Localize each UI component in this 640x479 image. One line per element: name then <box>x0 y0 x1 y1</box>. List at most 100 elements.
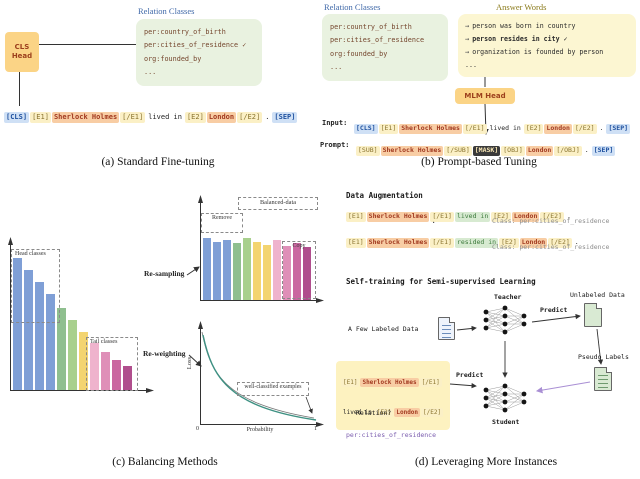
axis-arrow-icon <box>8 237 13 245</box>
token: [E1] <box>378 124 399 134</box>
bar <box>303 247 311 300</box>
relation-classes-title: Relation Classes <box>138 6 195 16</box>
token: . <box>265 113 270 121</box>
bar <box>223 240 231 300</box>
token: [E1] <box>341 378 360 387</box>
subfigure-c-balancing-methods: Head classes Tail classes Re-sampling Re… <box>0 185 330 479</box>
relation-answer-label: per:cities_of_residence <box>346 431 437 439</box>
token: London <box>519 238 548 248</box>
token: [CLS] <box>354 124 378 134</box>
labeled-document-icon <box>438 317 455 340</box>
augmented-sentence-2: [E1] Sherlock Holmes [/E1] resided in [E2] Lo… <box>346 231 582 249</box>
token: [SUB] <box>356 146 380 156</box>
relation-class-item: ... <box>144 67 157 76</box>
bar <box>123 366 132 390</box>
token: [E2] <box>491 212 511 222</box>
token: [/E2] <box>421 408 444 418</box>
bar <box>24 270 33 390</box>
token: London <box>206 112 237 123</box>
loss-curve-teal <box>202 334 317 421</box>
mlm-head-label: MLM Head <box>464 91 506 100</box>
resampling-label: Re-sampling <box>144 269 185 278</box>
y-axis <box>10 243 11 391</box>
teacher-network-icon <box>483 305 527 335</box>
token: [E2] <box>523 124 544 134</box>
pseudo-labeled-document-icon <box>594 367 612 391</box>
token: [/OBJ] <box>554 146 582 156</box>
token: [/E1] <box>430 212 454 222</box>
mapping-arrow-icon: → <box>465 22 470 30</box>
relation-classes-title: Relation Classes <box>324 2 381 12</box>
axis-arrow-icon <box>146 388 154 393</box>
token: [/E2] <box>572 124 597 134</box>
pseudo-labels-arrow <box>596 328 604 365</box>
token: [/E1] <box>120 112 146 123</box>
token: . <box>574 238 579 246</box>
answer-word-item: → organization is founded by person <box>465 46 629 59</box>
chart-curves-and-arrows <box>8 195 324 427</box>
head-classes-box: Head classes <box>11 249 60 323</box>
prompt-row-label: Prompt: <box>320 141 350 149</box>
token: Sherlock Holmes <box>366 238 430 248</box>
few-labeled-data-label: A Few Labeled Data <box>348 325 419 333</box>
cls-head-label: CLS Head <box>11 43 33 60</box>
pseudo-labels-label: Pseudo Labels <box>578 353 629 361</box>
token: [/E2] <box>548 238 572 248</box>
x-axis <box>200 424 320 425</box>
bar <box>283 246 291 300</box>
token: lived in <box>343 409 372 417</box>
token: Sherlock Holmes <box>51 112 120 123</box>
well-classified-box: well-classified examples <box>237 382 309 396</box>
axis-arrow-icon <box>316 298 324 303</box>
well-classified-arrow <box>305 396 313 414</box>
page-fold <box>596 303 602 309</box>
token: [/E1] <box>419 378 442 387</box>
token: resided in <box>454 238 499 248</box>
ellipsis-dot: · <box>432 218 436 229</box>
balanced-data-box: Balanced-data <box>238 197 318 210</box>
answer-words-box: → person was born in country → person re… <box>458 14 636 77</box>
longtail-bars <box>13 258 132 390</box>
relation-classes-box: per:country_of_birth per:cities_of_resid… <box>322 14 448 81</box>
bar <box>253 242 261 300</box>
connector-line <box>39 44 136 45</box>
student-label: Student <box>492 418 520 426</box>
well-classified-label: well-classified examples <box>244 384 302 390</box>
pseudo-to-student-arrow <box>535 381 591 394</box>
token: lived in <box>454 212 491 222</box>
x-axis <box>200 300 320 301</box>
relation-class-item: org:founded_by <box>144 54 202 63</box>
tick-zero: 0 <box>196 426 199 432</box>
token: . <box>584 146 589 154</box>
balanced-bars <box>203 238 311 300</box>
bar <box>13 258 22 390</box>
relation-class-item: org:founded_by <box>330 49 388 58</box>
token: . <box>566 212 571 220</box>
axis-arrow-icon <box>198 195 203 203</box>
relation-class-item: per:country_of_birth <box>330 23 412 31</box>
token: London <box>544 124 572 134</box>
token: [/SUB] <box>444 146 472 156</box>
input-token-sequence: [CLS] [E1] Sherlock Holmes [/E1] lived in [E2… <box>354 117 631 135</box>
relation-class-item: per:cities_of_residence <box>330 36 425 45</box>
loss-axis-label: Loss <box>186 357 193 370</box>
token: London <box>525 146 554 156</box>
remove-label: Remove <box>212 215 232 221</box>
bar <box>233 243 241 300</box>
y-axis <box>200 201 201 301</box>
bar <box>46 294 55 390</box>
instance-line-2: lived in [E2] London [/E2] <box>341 395 445 425</box>
subfigure-d-more-instances: Data Augmentation [E1] Sherlock Holmes [/E… <box>332 185 640 479</box>
token: [E2] <box>374 408 394 418</box>
resampling-arrow <box>186 266 200 276</box>
caption-b: (b) Prompt-based Tuning <box>421 156 537 168</box>
token: Sherlock Holmes <box>380 146 444 156</box>
mapping-arrow-icon: → <box>465 34 470 43</box>
bar <box>35 282 44 390</box>
instance-predict-arrow <box>449 382 477 389</box>
relation-question-label: Relation? <box>356 409 392 417</box>
bar <box>213 242 221 300</box>
token: [E1] <box>30 112 51 123</box>
relation-class-item: per:country_of_birth <box>144 28 226 36</box>
